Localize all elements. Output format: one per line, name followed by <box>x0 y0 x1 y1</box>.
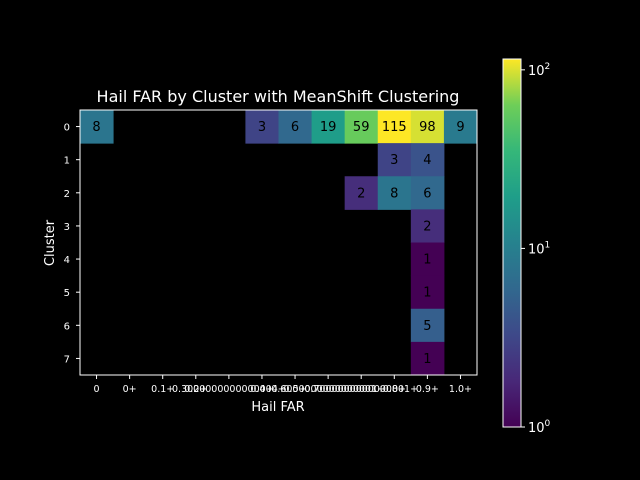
cell-value-label: 6 <box>291 120 299 135</box>
x-tick-label: 0.9+ <box>416 384 439 395</box>
colorbar-tick-exponent: 2 <box>545 62 551 72</box>
x-tick-label: 0.6000000000000001+ <box>271 384 385 395</box>
colorbar-tick-label: 102 <box>528 62 550 79</box>
x-tick-label: 0+ <box>123 384 137 395</box>
cell-value-label: 1 <box>423 352 431 367</box>
cell-value-label: 9 <box>456 120 464 135</box>
y-tick-label: 7 <box>64 354 70 365</box>
heatmap-cell <box>344 176 379 210</box>
cell-value-label: 8 <box>390 186 398 201</box>
cell-value-label: 3 <box>258 120 266 135</box>
y-tick-label: 2 <box>64 189 70 200</box>
cell-value-label: 1 <box>423 253 431 268</box>
chart-title: Hail FAR by Cluster with MeanShift Clust… <box>97 87 460 106</box>
heatmap-cell <box>245 110 279 144</box>
y-tick-label: 6 <box>64 321 70 332</box>
colorbar-tick-exponent: 0 <box>545 419 551 429</box>
cell-value-label: 6 <box>423 186 431 201</box>
cell-value-label: 5 <box>423 319 431 334</box>
heatmap-cell <box>410 275 445 310</box>
cell-value-label: 1 <box>423 286 431 301</box>
cell-value-label: 3 <box>390 153 398 168</box>
y-tick-label: 4 <box>64 255 70 266</box>
x-tick-label: 0 <box>94 384 100 395</box>
heatmap-cell <box>278 110 313 144</box>
cell-value-label: 2 <box>357 186 365 201</box>
cell-value-label: 2 <box>423 219 431 234</box>
heatmap-cell <box>443 110 478 144</box>
x-tick-label: 1.0+ <box>449 384 472 395</box>
x-axis-ticks: 0 0+ 0.1+ 0.2+0.3000000000000004+0.4+ 0.5+0.… <box>94 375 472 395</box>
x-tick-label: 0.8+ <box>383 384 406 395</box>
colorbar-tick-base: 10 <box>528 64 545 79</box>
heatmap-cell <box>410 341 445 376</box>
x-tick-label: 0.4+ <box>250 384 273 395</box>
y-tick-label: 1 <box>64 156 70 167</box>
heatmap-cell <box>80 110 114 144</box>
heatmap-cell <box>377 143 412 177</box>
x-tick-label: 0.5+ <box>284 384 307 395</box>
heatmap-cell <box>410 110 445 144</box>
heatmap-cell <box>410 143 445 177</box>
y-tick-label: 0 <box>64 123 70 134</box>
colorbar-tick-label: 101 <box>528 240 550 257</box>
heatmap-cell <box>344 110 379 144</box>
heatmap-cells <box>80 110 478 376</box>
y-axis-label: Cluster <box>43 219 58 266</box>
colorbar-tick-label: 100 <box>528 419 551 436</box>
cell-value-label: 19 <box>320 120 337 135</box>
heatmap-cell <box>410 242 445 277</box>
cell-value-label: 59 <box>353 120 370 135</box>
x-axis-label: Hail FAR <box>251 400 304 415</box>
cell-value-label: 4 <box>423 153 431 168</box>
y-tick-label: 3 <box>64 222 70 233</box>
cell-value-label: 98 <box>419 120 436 135</box>
cell-value-label: 8 <box>92 120 100 135</box>
colorbar <box>502 58 522 428</box>
plot-frame <box>79 109 478 376</box>
x-tick-label: 0.3000000000000004+ <box>172 384 286 395</box>
heatmap-cell <box>410 209 445 243</box>
colorbar-tick-base: 10 <box>528 421 545 436</box>
cell-value-label: 115 <box>382 120 407 135</box>
heatmap-cell <box>311 110 346 144</box>
heatmap-cell <box>377 110 412 144</box>
heatmap-cell <box>377 176 412 210</box>
x-tick-label: 0.1+ <box>151 384 174 395</box>
y-axis-ticks: 0 1 2 3 4 5 6 7 <box>64 123 80 365</box>
y-tick-label: 5 <box>64 288 70 299</box>
colorbar-tick-base: 10 <box>528 242 545 257</box>
heatmap-cell <box>410 176 445 210</box>
heatmap-cell <box>410 308 445 343</box>
colorbar-tick-exponent: 1 <box>545 240 551 250</box>
x-tick-label: 0.7000000000000001+ <box>304 384 418 395</box>
x-tick-label: 0.2+ <box>184 384 207 395</box>
